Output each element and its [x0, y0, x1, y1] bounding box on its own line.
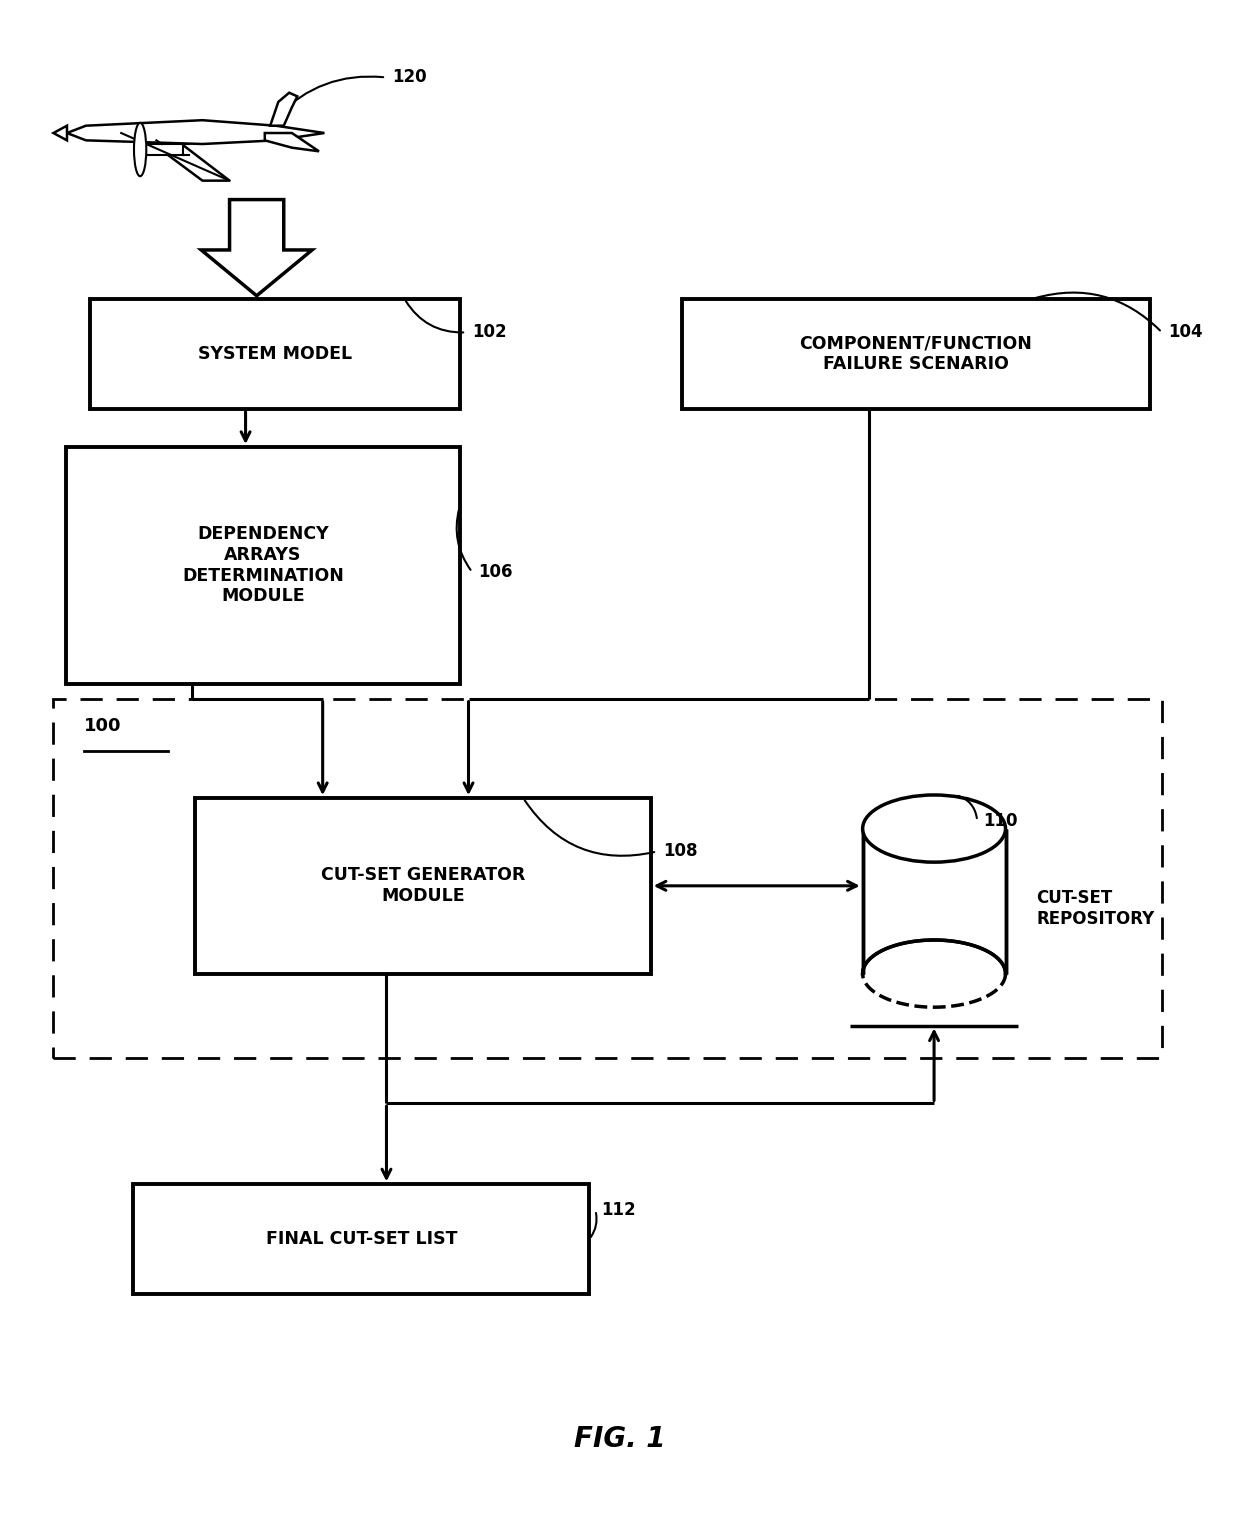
- Polygon shape: [53, 126, 67, 140]
- Ellipse shape: [134, 123, 146, 177]
- Text: 104: 104: [1168, 324, 1203, 341]
- Bar: [66, 447, 460, 683]
- Text: SYSTEM MODEL: SYSTEM MODEL: [198, 345, 352, 362]
- Text: 120: 120: [392, 69, 427, 86]
- Ellipse shape: [863, 795, 1006, 863]
- Bar: [682, 299, 1149, 408]
- Text: FINAL CUT-SET LIST: FINAL CUT-SET LIST: [265, 1230, 458, 1248]
- Text: DEPENDENCY
ARRAYS
DETERMINATION
MODULE: DEPENDENCY ARRAYS DETERMINATION MODULE: [182, 525, 343, 605]
- Text: COMPONENT/FUNCTION
FAILURE SCENARIO: COMPONENT/FUNCTION FAILURE SCENARIO: [799, 335, 1032, 373]
- Text: 102: 102: [472, 324, 507, 341]
- Bar: [91, 299, 460, 408]
- Text: 108: 108: [663, 843, 698, 861]
- Polygon shape: [122, 134, 229, 181]
- Polygon shape: [270, 92, 298, 126]
- Text: 110: 110: [983, 812, 1018, 830]
- Text: CUT-SET GENERATOR
MODULE: CUT-SET GENERATOR MODULE: [321, 866, 525, 906]
- Text: CUT-SET
REPOSITORY: CUT-SET REPOSITORY: [1037, 889, 1154, 927]
- Polygon shape: [201, 200, 312, 296]
- Polygon shape: [265, 134, 319, 152]
- Bar: [134, 1185, 589, 1294]
- Text: FIG. 1: FIG. 1: [574, 1424, 666, 1454]
- Polygon shape: [140, 144, 184, 155]
- Bar: [53, 698, 1162, 1058]
- Text: 112: 112: [601, 1202, 636, 1219]
- Text: 106: 106: [479, 563, 513, 582]
- Bar: [195, 798, 651, 973]
- Text: 100: 100: [84, 717, 122, 735]
- Polygon shape: [67, 120, 325, 144]
- Bar: [863, 829, 1006, 973]
